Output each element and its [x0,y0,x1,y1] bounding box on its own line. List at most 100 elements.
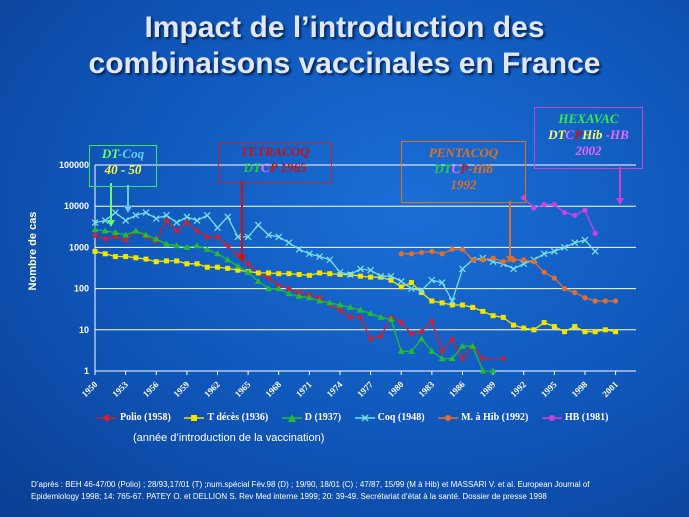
data-point [244,268,252,275]
data-point [439,251,445,257]
data-point [132,211,140,219]
data-point [327,271,333,277]
annotation-tetracoq: TETRACOQ DTCP 1965 [218,143,332,183]
data-point [285,285,292,292]
data-point [204,233,211,240]
data-point [112,233,119,240]
data-point [336,268,344,276]
data-point [398,251,404,257]
x-tick-label: 1986 [447,379,467,399]
series-3 [91,209,599,305]
y-tick-labels: 1 10 100 1000 10000 100000 [59,160,89,376]
annotation-pentacoq-line3: 1992 [450,177,477,192]
data-point [183,213,191,221]
title-line-1: Impact de l’introduction des [144,11,545,44]
series-line [94,250,616,333]
data-point [459,265,466,273]
annotation-pentacoq-line2: DTCP-Hib [434,161,493,176]
data-point [367,309,375,316]
data-point [429,248,435,254]
annotation-dtcoq-line1: DT-Coq [101,146,145,161]
data-point [224,256,232,263]
data-point [183,219,190,226]
data-point [572,324,578,330]
arrow-dtcoq-a [107,183,115,227]
data-point [133,255,139,261]
x-tick-label: 1962 [202,379,222,399]
legend-note: (année d’introduction de la vaccination) [133,432,325,444]
data-point [419,290,425,296]
series-line [94,211,596,303]
arrow-head [238,255,246,262]
data-point [346,303,354,310]
data-point [418,287,426,294]
series-4 [398,246,619,304]
data-point [531,205,537,211]
data-point [295,245,303,253]
y-tick-label: 100 [74,284,89,294]
data-point [142,231,150,238]
data-point [244,233,252,241]
data-point [214,264,220,270]
data-point [397,277,405,285]
data-point [101,227,109,234]
data-point [91,219,99,227]
data-point [398,284,404,290]
data-point [367,266,375,274]
arrow-hexavac [616,167,624,205]
data-point [377,333,384,340]
data-point [428,347,436,354]
data-point [398,319,405,326]
data-point [265,231,272,239]
data-point [592,298,598,304]
data-point [571,239,579,247]
data-point [541,320,547,326]
data-point [479,367,487,374]
data-point [540,250,548,258]
data-point [419,249,425,256]
x-tick-label: 1980 [386,379,406,399]
data-point [286,271,292,277]
data-point [480,308,486,314]
data-point [336,307,343,314]
data-point [357,314,364,321]
data-point [224,213,232,221]
data-point [500,259,506,265]
data-point [377,313,385,320]
data-point [470,257,476,263]
data-point [551,275,557,281]
arrow-tetracoq [238,181,246,262]
data-point [91,226,99,233]
data-point [194,228,201,235]
data-point [408,280,414,286]
annotation-hexavac-line2: DTCPHib -HB [548,127,629,142]
data-point [225,265,231,271]
data-point [407,285,415,293]
data-point [337,271,343,277]
data-point [531,327,537,333]
data-point [439,300,445,306]
data-point [254,221,262,229]
data-point [285,290,293,297]
data-point [357,273,363,279]
data-point [336,301,344,308]
data-point [152,215,160,223]
series-5 [521,195,598,236]
data-point [500,314,506,320]
data-point [162,240,170,247]
data-point [234,233,242,241]
data-point [111,228,119,235]
data-point [489,367,497,374]
y-tick-label: 1 [84,366,89,376]
data-point [613,329,619,335]
data-point [449,246,455,252]
x-tick-label: 1956 [141,379,161,399]
source-citation: D’après : BEH 46-47/00 (Polio) ; 28/93,1… [31,480,590,501]
legend-item-diphterie: D (1937) [281,412,341,423]
x-tick-label: 1998 [570,379,590,399]
legend-item-hb: HB (1981) [541,412,608,423]
data-point [214,233,221,240]
data-point [511,322,517,328]
legend-item-tetanos: T décès (1936) [183,412,268,423]
